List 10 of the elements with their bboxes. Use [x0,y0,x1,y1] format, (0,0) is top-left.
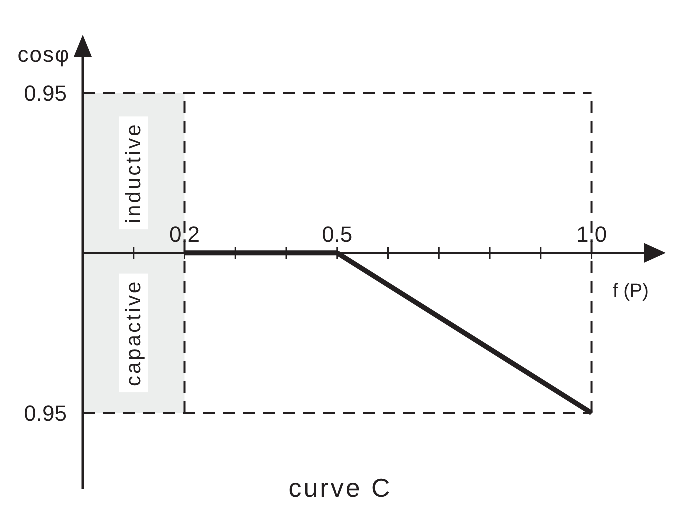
y-tick-label: 0.95 [24,401,67,426]
x-axis-title: f (P) [613,281,649,302]
x-tick-label: 0.5 [322,222,353,248]
text: curve C [288,473,392,503]
x-tick-label: 0.2 [169,222,200,248]
annotation: capactive [122,280,146,387]
annotation: inductive [122,122,146,224]
x-tick-label: 1.0 [576,222,608,248]
y-tick-label: 0.95 [24,80,67,106]
y-axis-title: cosφ [18,42,70,67]
